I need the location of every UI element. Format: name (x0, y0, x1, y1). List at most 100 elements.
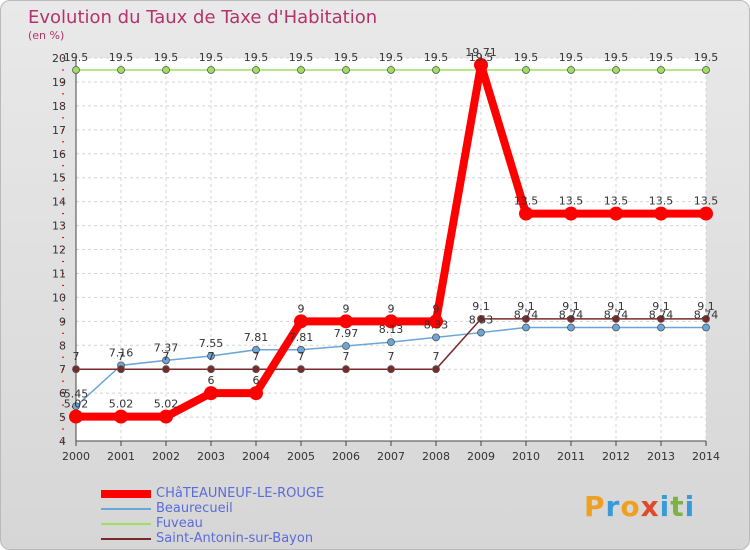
x-tick-label: 2012 (602, 450, 630, 463)
legend-item-fuveau: Fuveau (101, 516, 421, 532)
legend-item-saint-antonin: Saint-Antonin-sur-Bayon (101, 531, 421, 547)
data-point-beaurecueil (252, 345, 260, 354)
data-label-chateauneuf: 13.5 (694, 195, 719, 208)
data-label-chateauneuf: 9 (298, 302, 305, 315)
data-label-saint-antonin: 7 (253, 350, 260, 363)
data-point-beaurecueil (612, 323, 620, 332)
data-label-beaurecueil: 8.74 (514, 309, 539, 322)
data-point-chateauneuf (159, 409, 173, 424)
data-point-fuveau (117, 66, 125, 74)
x-tick-label: 2004 (242, 450, 270, 463)
data-point-chateauneuf (384, 314, 398, 329)
data-point-saint-antonin (612, 315, 620, 323)
data-label-chateauneuf: 5.02 (154, 398, 179, 411)
legend-label-fuveau: Fuveau (156, 516, 203, 531)
data-label-beaurecueil: 8.74 (559, 309, 584, 322)
data-point-beaurecueil (567, 323, 575, 332)
legend-label-saint-antonin: Saint-Antonin-sur-Bayon (156, 531, 314, 546)
data-point-chateauneuf (474, 57, 488, 72)
chart-title: Evolution du Taux de Taxe d'Habitation (28, 7, 378, 28)
data-point-chateauneuf (564, 206, 578, 221)
data-label-saint-antonin: 7 (163, 350, 170, 363)
x-tick-label: 2014 (692, 450, 720, 463)
data-label-chateauneuf: 9 (433, 302, 440, 315)
data-point-fuveau (72, 66, 80, 74)
x-tick-label: 2006 (332, 450, 360, 463)
data-point-chateauneuf (294, 314, 308, 329)
data-point-chateauneuf (69, 409, 83, 424)
data-label-beaurecueil: 8.53 (469, 314, 494, 327)
data-point-saint-antonin (342, 365, 350, 374)
data-label-fuveau: 19.5 (604, 51, 629, 64)
y-tick-label: 11 (52, 267, 66, 280)
data-point-chateauneuf (339, 314, 353, 329)
data-point-chateauneuf (429, 314, 443, 329)
x-tick-label: 2009 (467, 450, 495, 463)
data-label-fuveau: 19.5 (379, 51, 404, 64)
legend-swatch-beaurecueil (101, 508, 151, 510)
y-tick-label: 13 (52, 220, 66, 233)
data-label-fuveau: 19.5 (154, 51, 179, 64)
data-label-beaurecueil: 8.33 (424, 318, 449, 331)
data-point-fuveau (522, 66, 530, 74)
data-label-chateauneuf: 9 (388, 302, 395, 315)
legend-swatch-fuveau (101, 523, 151, 525)
data-label-fuveau: 19.5 (559, 51, 584, 64)
data-point-beaurecueil (702, 323, 710, 332)
data-point-fuveau (207, 66, 215, 74)
data-label-chateauneuf: 13.5 (514, 195, 539, 208)
data-point-fuveau (432, 66, 440, 74)
y-tick-label: 14 (52, 196, 66, 209)
y-tick-label: 10 (52, 291, 66, 304)
data-point-beaurecueil (297, 345, 305, 354)
x-tick-label: 2000 (62, 450, 90, 463)
data-label-beaurecueil: 8.74 (604, 309, 629, 322)
data-point-fuveau (657, 66, 665, 74)
data-point-beaurecueil (162, 356, 170, 365)
data-label-chateauneuf: 5.02 (64, 398, 89, 411)
brand-logo: Proxiti (584, 490, 696, 523)
x-tick-label: 2007 (377, 450, 405, 463)
data-label-saint-antonin: 7 (298, 350, 305, 363)
legend-swatch-saint-antonin (101, 538, 151, 540)
legend-swatch-chateauneuf (101, 490, 151, 498)
data-point-saint-antonin (162, 365, 170, 374)
y-tick-label: 15 (52, 172, 66, 185)
data-point-beaurecueil (477, 328, 485, 337)
data-point-saint-antonin (117, 365, 125, 374)
data-point-saint-antonin (522, 315, 530, 323)
data-point-beaurecueil (522, 323, 530, 332)
data-label-saint-antonin: 9.1 (697, 300, 715, 313)
data-label-fuveau: 19.5 (514, 51, 539, 64)
legend-label-beaurecueil: Beaurecueil (156, 501, 233, 516)
data-point-saint-antonin (477, 315, 485, 323)
data-point-saint-antonin (567, 315, 575, 323)
data-label-chateauneuf: 5.02 (109, 398, 134, 411)
data-label-fuveau: 19.5 (244, 51, 269, 64)
data-label-chateauneuf: 9 (343, 302, 350, 315)
data-label-fuveau: 19.5 (334, 51, 359, 64)
data-point-chateauneuf (114, 409, 128, 424)
data-label-saint-antonin: 7 (343, 350, 350, 363)
data-label-saint-antonin: 7 (118, 350, 125, 363)
data-label-chateauneuf: 13.5 (559, 195, 584, 208)
x-tick-label: 2001 (107, 450, 135, 463)
data-label-fuveau: 19.5 (109, 51, 134, 64)
data-label-beaurecueil: 7.37 (154, 341, 179, 354)
data-point-beaurecueil (432, 333, 440, 342)
y-tick-label: 12 (52, 244, 66, 257)
data-point-chateauneuf (609, 206, 623, 221)
data-label-beaurecueil: 7.97 (334, 327, 359, 340)
x-tick-label: 2008 (422, 450, 450, 463)
data-point-saint-antonin (657, 315, 665, 323)
data-label-fuveau: 19.5 (424, 51, 449, 64)
data-point-beaurecueil (342, 342, 350, 350)
data-label-saint-antonin: 9.1 (562, 300, 580, 313)
data-label-fuveau: 19.5 (694, 51, 719, 64)
y-tick-label: 18 (52, 100, 66, 113)
data-label-fuveau: 19.5 (64, 51, 89, 64)
data-point-fuveau (702, 66, 710, 74)
y-tick-label: 19 (52, 76, 66, 89)
